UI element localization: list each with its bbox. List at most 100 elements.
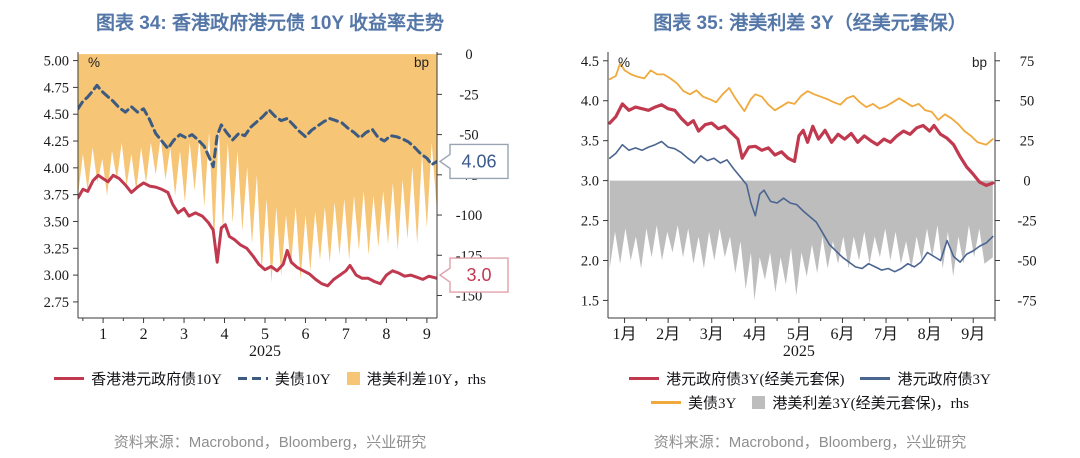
legend-item: 港美利差10Y，rhs	[346, 368, 486, 389]
svg-text:3.5: 3.5	[581, 134, 599, 150]
axes	[77, 52, 438, 319]
svg-text:6: 6	[301, 326, 309, 343]
svg-text:2.5: 2.5	[581, 214, 599, 230]
svg-text:75: 75	[1020, 54, 1035, 70]
line-marker-icon	[860, 376, 891, 380]
svg-text:2: 2	[140, 326, 148, 343]
svg-text:4月: 4月	[743, 326, 767, 343]
legend-item: 美债10Y	[237, 368, 331, 389]
svg-text:0: 0	[1023, 174, 1030, 190]
svg-text:2月: 2月	[656, 326, 680, 343]
svg-text:3: 3	[180, 326, 188, 343]
svg-text:9: 9	[423, 326, 431, 343]
svg-text:5月: 5月	[787, 326, 811, 343]
series-area	[609, 180, 993, 301]
svg-text:-100: -100	[456, 208, 483, 224]
legend-item: 港元政府债3Y	[860, 368, 991, 389]
series-line	[78, 173, 437, 288]
legend-item: 港元政府债3Y(经美元套保)	[629, 368, 844, 389]
svg-text:5.00: 5.00	[44, 54, 69, 70]
series-line	[78, 83, 437, 169]
svg-text:3.0: 3.0	[466, 265, 491, 285]
legend-item-label: 香港港元政府债10Y	[91, 371, 222, 388]
svg-text:7月: 7月	[874, 326, 898, 343]
svg-text:3.25: 3.25	[44, 241, 69, 257]
dashed-line-marker-icon	[237, 376, 268, 380]
svg-text:2.0: 2.0	[581, 253, 599, 269]
svg-text:4.5: 4.5	[581, 54, 599, 70]
svg-text:4.06: 4.06	[461, 151, 496, 171]
square-marker-icon	[346, 371, 360, 385]
svg-text:4.50: 4.50	[44, 107, 69, 123]
svg-text:2025: 2025	[783, 343, 815, 360]
legend-item: 美债3Y	[650, 392, 737, 413]
y-axis-right: 75 50 25 0 -25 -50 -75	[995, 54, 1037, 309]
svg-text:-50: -50	[459, 128, 478, 144]
figure-34-source: 资料来源：Macrobond，Bloomberg，兴业研究	[113, 434, 427, 451]
svg-text:5: 5	[261, 326, 269, 343]
figure-35-title: 图表 35: 港美利差 3Y（经美元套保）	[653, 13, 967, 34]
svg-text:6月: 6月	[830, 326, 854, 343]
svg-text:1月: 1月	[613, 326, 637, 343]
figure-34-legend: 香港港元政府债10Y 美债10Y 港美利差10Y，rhs	[0, 366, 540, 390]
figure-35-panel: 图表 35: 港美利差 3Y（经美元套保） 4.5 4.0 3.5 3.0 2.5 2.0…	[540, 0, 1080, 458]
svg-text:%: %	[618, 55, 630, 70]
svg-text:4.75: 4.75	[44, 80, 69, 96]
legend-row: 美债3Y 港美利差3Y(经美元套保)，rhs	[540, 390, 1080, 414]
callout-4.06: 4.06	[438, 143, 509, 180]
svg-text:4.25: 4.25	[44, 134, 69, 150]
legend-row: 香港港元政府债10Y 美债10Y 港美利差10Y，rhs	[0, 366, 540, 390]
svg-text:3月: 3月	[700, 326, 724, 343]
legend-item-label: 美债10Y	[274, 371, 331, 388]
svg-text:3.0: 3.0	[581, 174, 599, 190]
svg-text:3.50: 3.50	[44, 214, 69, 230]
svg-text:0: 0	[465, 47, 472, 63]
square-marker-icon	[752, 395, 766, 409]
figure-35-legend: 港元政府债3Y(经美元套保) 港元政府债3Y 美债3Y 港美利差3Y(经美元套保)，r…	[540, 366, 1080, 414]
x-axis: 1 2 3 4 5 6 7 8 9 2025	[82, 318, 431, 360]
svg-text:8月: 8月	[918, 326, 942, 343]
legend-item-label: 港美利差10Y，rhs	[366, 371, 486, 388]
svg-text:bp: bp	[972, 55, 987, 70]
figure-34-title: 图表 34: 香港政府港元债 10Y 收益率走势	[95, 13, 445, 34]
svg-text:4.00: 4.00	[44, 161, 69, 177]
y-axis-left: 5.00 4.75 4.50 4.25 4.00 3.75 3.50 3.25 3.00 2.75	[44, 54, 78, 311]
figure-35-chart: 4.5 4.0 3.5 3.0 2.5 2.0 1.5 75 50 25 0 -25 -50 -75 1月 2…	[581, 52, 1037, 360]
series-area	[78, 54, 437, 283]
legend-item-label: 美债3Y	[687, 395, 737, 412]
svg-text:1: 1	[99, 326, 107, 343]
figure-34-panel: 图表 34: 香港政府港元债 10Y 收益率走势 5.00 4.75 4.50 4.2…	[0, 13, 540, 451]
svg-text:2025: 2025	[249, 343, 281, 360]
series-line	[608, 140, 994, 273]
legend-row: 港元政府债3Y(经美元套保) 港元政府债3Y	[540, 366, 1080, 390]
figure-34-chart: 5.00 4.75 4.50 4.25 4.00 3.75 3.50 3.25 3.0 0 2.75…	[44, 47, 509, 360]
svg-text:4.0: 4.0	[581, 94, 599, 110]
line-marker-icon	[629, 376, 660, 380]
line-marker-icon	[650, 400, 681, 404]
svg-text:7: 7	[342, 326, 350, 343]
svg-text:%: %	[88, 55, 100, 70]
legend-item-label: 港元政府债3Y	[897, 371, 991, 388]
x-axis: 1月 2月 3月 4月 5月 6月 7月 8月 9月 2025	[613, 318, 996, 360]
legend-item-label: 港美利差3Y(经美元套保)，rhs	[772, 395, 969, 412]
svg-text:3.75: 3.75	[44, 188, 69, 204]
svg-text:8: 8	[382, 326, 390, 343]
legend-item: 香港港元政府债10Y	[54, 368, 222, 389]
legend-item: 港美利差3Y(经美元套保)，rhs	[752, 392, 969, 413]
series-line	[608, 102, 995, 187]
svg-text:-25: -25	[459, 87, 478, 103]
svg-text:9月: 9月	[961, 326, 985, 343]
svg-text:50: 50	[1020, 94, 1035, 110]
svg-text:-25: -25	[1017, 214, 1036, 230]
legend-item-label: 港元政府债3Y(经美元套保)	[666, 371, 845, 388]
svg-text:2.75: 2.75	[44, 295, 69, 311]
svg-text:bp: bp	[414, 55, 429, 70]
callout-3.0: 3.0	[438, 257, 509, 293]
series-line	[608, 62, 994, 146]
svg-text:-50: -50	[1017, 253, 1036, 269]
axes	[607, 52, 996, 319]
y-axis-left: 4.5 4.0 3.5 3.0 2.5 2.0 1.5	[581, 54, 608, 309]
line-marker-icon	[54, 376, 85, 380]
svg-text:-75: -75	[1017, 293, 1036, 309]
